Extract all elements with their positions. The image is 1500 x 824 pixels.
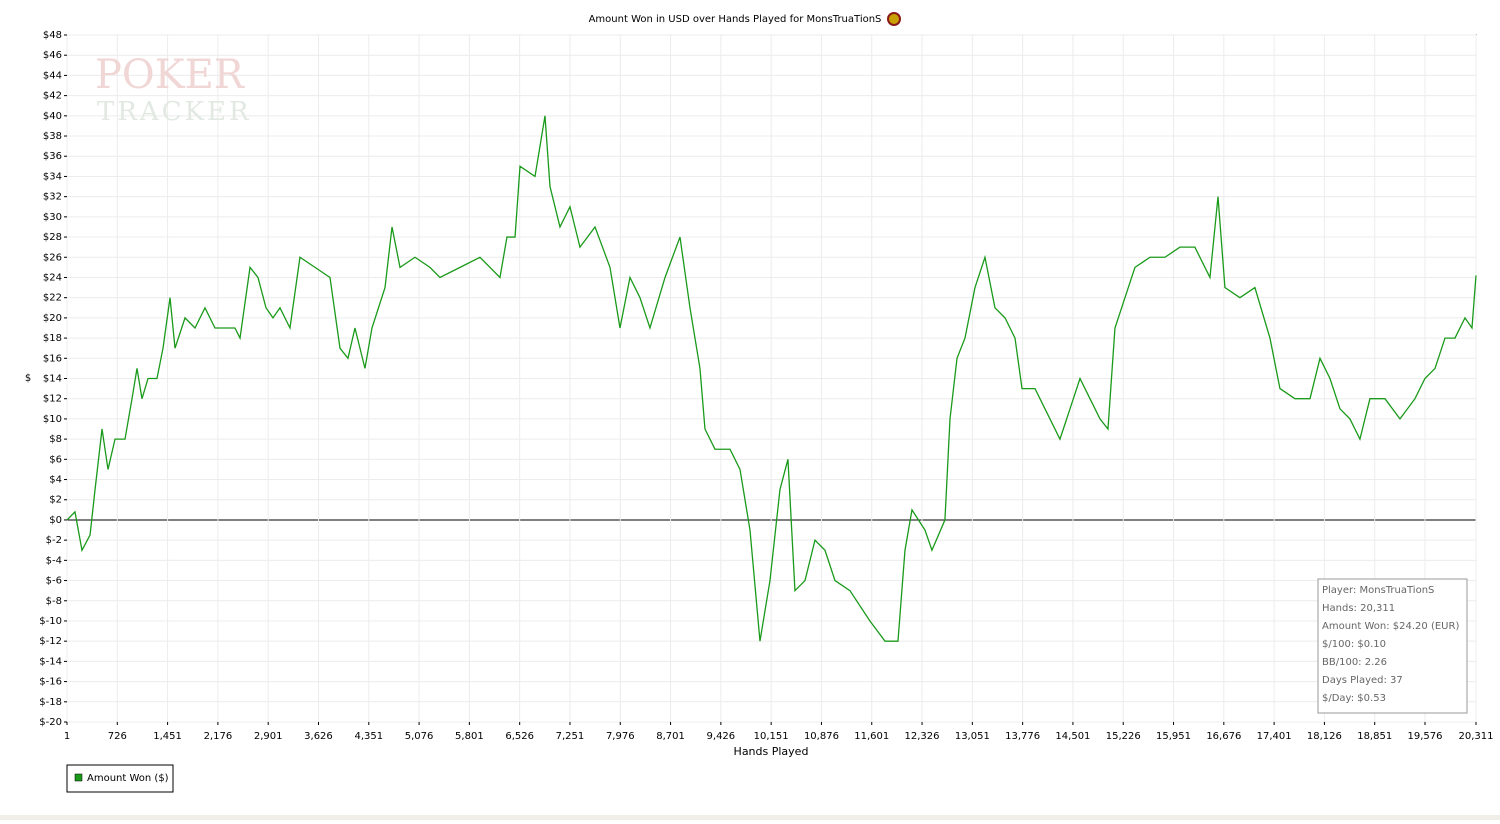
y-tick-label: $48 — [43, 30, 62, 41]
legend — [66, 764, 174, 793]
x-tick-label: 4,351 — [354, 731, 383, 742]
y-tick-label: $38 — [43, 131, 62, 142]
y-tick-label: $-20 — [39, 717, 62, 728]
y-tick-label: $-18 — [39, 697, 62, 708]
grid — [66, 34, 1477, 723]
x-tick-label: 1 — [64, 731, 70, 742]
stats-frame — [1317, 578, 1468, 714]
y-axis-label: $ — [25, 373, 31, 384]
y-tick-label: $40 — [43, 111, 62, 122]
x-tick-label: 11,601 — [854, 731, 889, 742]
legend-label: Amount Won ($) — [87, 773, 169, 784]
x-tick-label: 2,901 — [254, 731, 283, 742]
y-tick-label: $-14 — [39, 656, 62, 667]
status-strip — [0, 815, 1500, 820]
y-tick-label: $44 — [43, 70, 62, 81]
legend-swatch — [74, 773, 83, 782]
y-tick-label: $-4 — [46, 555, 62, 566]
y-tick-label: $-8 — [46, 596, 62, 607]
x-tick-label: 18,851 — [1357, 731, 1392, 742]
stats-box: Player: MonsTruaTionS Hands: 20,311 Amount… — [1317, 578, 1468, 714]
y-tick-label: $-2 — [46, 535, 62, 546]
x-tick-label: 13,051 — [955, 731, 990, 742]
y-tick-label: $12 — [43, 394, 62, 405]
y-tick-label: $32 — [43, 192, 62, 203]
y-tick-label: $30 — [43, 212, 62, 223]
stats-line: Hands: 20,311 — [1322, 603, 1395, 614]
x-tick-label: 8,701 — [656, 731, 685, 742]
x-tick-label: 17,401 — [1257, 731, 1292, 742]
y-tick-label: $8 — [49, 434, 62, 445]
x-tick-label: 5,801 — [455, 731, 484, 742]
x-tick-label: 14,501 — [1055, 731, 1090, 742]
data-line — [66, 115, 1477, 642]
x-tick-label: 15,951 — [1156, 731, 1191, 742]
y-tick-label: $22 — [43, 293, 62, 304]
y-tick-label: $28 — [43, 232, 62, 243]
y-tick-label: $36 — [43, 151, 62, 162]
y-tick-label: $-16 — [39, 677, 62, 688]
x-tick-label: 18,126 — [1307, 731, 1342, 742]
y-tick-label: $14 — [43, 374, 62, 385]
x-tick-label: 7,251 — [556, 731, 585, 742]
y-tick-label: $0 — [49, 515, 62, 526]
stats-line: Player: MonsTruaTionS — [1322, 585, 1434, 596]
x-tick-label: 6,526 — [505, 731, 534, 742]
y-tick-label: $16 — [43, 353, 62, 364]
watermark: POKER — [95, 52, 246, 98]
x-tick-label: 2,176 — [204, 731, 233, 742]
x-tick-label: 12,326 — [905, 731, 940, 742]
y-tick-label: $-6 — [46, 576, 62, 587]
title-icon — [887, 12, 901, 26]
x-tick-label: 10,151 — [754, 731, 789, 742]
x-axis-label: Hands Played — [734, 745, 809, 758]
stats-line: $/Day: $0.53 — [1322, 693, 1386, 704]
x-tick-label: 13,776 — [1005, 731, 1040, 742]
x-tick-label: 19,576 — [1408, 731, 1443, 742]
x-tick-label: 10,876 — [804, 731, 839, 742]
y-tick-label: $24 — [43, 272, 62, 283]
y-tick-label: $20 — [43, 313, 62, 324]
y-tick-label: $6 — [49, 454, 62, 465]
y-tick-label: $10 — [43, 414, 62, 425]
y-tick-label: $42 — [43, 91, 62, 102]
y-tick-label: $34 — [43, 171, 62, 182]
x-tick-label: 726 — [108, 731, 127, 742]
y-tick-label: $26 — [43, 252, 62, 263]
y-tick-label: $46 — [43, 50, 62, 61]
chart-title: Amount Won in USD over Hands Played for … — [589, 14, 882, 25]
watermark: TRACKER — [97, 97, 252, 127]
y-tick-label: $2 — [49, 495, 62, 506]
x-tick-label: 9,426 — [707, 731, 736, 742]
x-tick-label: 7,976 — [606, 731, 635, 742]
x-tick-label: 16,676 — [1206, 731, 1241, 742]
y-tick-label: $-12 — [39, 636, 62, 647]
x-tick-label: 15,226 — [1106, 731, 1141, 742]
y-tick-label: $-10 — [39, 616, 62, 627]
x-tick-label: 20,311 — [1459, 731, 1494, 742]
stats-line: BB/100: 2.26 — [1322, 657, 1387, 668]
x-tick-label: 1,451 — [153, 731, 182, 742]
stats-line: $/100: $0.10 — [1322, 639, 1386, 650]
x-tick-label: 3,626 — [304, 731, 333, 742]
stats-line: Amount Won: $24.20 (EUR) — [1322, 621, 1459, 632]
x-tick-label: 5,076 — [405, 731, 434, 742]
y-tick-label: $18 — [43, 333, 62, 344]
y-tick-label: $4 — [49, 475, 62, 486]
stats-line: Days Played: 37 — [1322, 675, 1403, 686]
